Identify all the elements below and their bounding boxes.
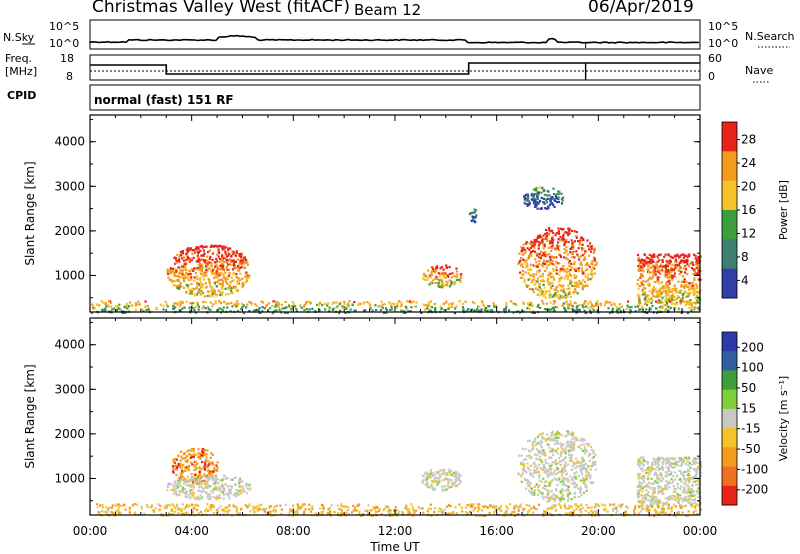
velocity-colorbar-tick-label-4: -15 [741,422,761,436]
velocity-colorbar-tick-label-3: 15 [741,401,756,415]
freq-left-tick-top: 18 [60,52,74,65]
station-title: Christmas Valley West (fitACF) [92,0,351,17]
velocity-region-4 [636,456,703,508]
velocity-colorbar-label: Velocity [m s⁻¹] [777,376,790,461]
velocity-colorbar-segment-5 [722,428,737,448]
power-region-4 [523,186,565,210]
velocity-y-axis-label: Slant Range [km] [23,364,37,468]
power-colorbar-segment-3 [722,166,737,182]
x-tick-label-0: 00:00 [73,524,108,538]
power-y-axis-label: Slant Range [km] [23,161,37,265]
power-y-tick-label-1: 2000 [54,224,85,238]
freq-trace [90,62,700,75]
velocity-colorbar-segment-1 [722,351,737,371]
power-region-5 [636,253,702,305]
velocity-region-3 [517,430,597,503]
x-tick-label-2: 08:00 [276,524,311,538]
velocity-y-tick-label-1: 2000 [54,427,85,441]
velocity-y-tick-label-0: 1000 [54,471,85,485]
velocity-colorbar-segment-8 [722,485,737,506]
power-colorbar-tick-label-5: 8 [741,250,749,264]
freq-panel-frame [89,54,701,81]
velocity-colorbar-segment-6 [722,447,737,468]
velocity-colorbar-segment-0 [722,332,737,352]
freq-right-tick-top: 60 [708,52,722,65]
cpid-panel-frame [89,84,701,111]
velocity-colorbar-segment-7 [722,466,737,487]
velocity-scatter-data [95,430,703,518]
velocity-colorbar-tick-label-2: 50 [741,381,756,395]
freq-label-line2: [MHz] [5,65,38,78]
power-region-3 [517,227,598,300]
nave-label: Nave [745,64,774,77]
power-colorbar-segment-4 [722,180,737,196]
x-tick-label-1: 04:00 [174,524,209,538]
cpid-label: CPID [7,89,37,102]
power-colorbar-segment-7 [722,224,737,240]
freq-left-tick-bottom: 8 [66,70,73,83]
velocity-colorbar-frame [721,331,738,506]
power-colorbar-tick-label-3: 16 [741,203,756,217]
velocity-colorbar-segment-4 [722,408,737,429]
power-colorbar-segment-0 [722,122,737,138]
power-colorbar-tick-label-1: 24 [741,156,756,170]
beam-label: Beam 12 [354,1,422,19]
power-scatter-data [90,186,702,315]
power-colorbar-tick-label-2: 20 [741,180,756,194]
velocity-y-tick-label-2: 3000 [54,382,85,396]
velocity-colorbar-segment-3 [722,389,737,410]
power-colorbar-segment-8 [722,239,737,255]
freq-right-tick-bottom: 0 [708,70,715,83]
x-tick-label-4: 16:00 [479,524,514,538]
power-colorbar-label: Power [dB] [777,180,790,240]
power-colorbar-segment-5 [722,195,737,211]
velocity-colorbar-tick-label-5: -50 [741,442,761,456]
noise-sky-label: N.Sky [3,31,35,44]
velocity-region-0 [171,447,219,485]
power-colorbar-segment-11 [722,283,737,299]
velocity-region-5 [95,503,703,518]
velocity-region-1 [166,474,252,501]
noise-sky-trace [89,34,699,44]
cpid-program: normal (fast) 151 RF [94,93,234,107]
power-colorbar-tick-label-6: 4 [741,273,749,287]
velocity-colorbar-tick-label-0: 200 [741,340,764,354]
power-colorbar-segment-10 [722,268,737,284]
velocity-region-2 [421,468,462,492]
power-y-tick-label-2: 3000 [54,179,85,193]
power-region-1 [422,264,463,289]
power-colorbar-tick-label-4: 12 [741,226,756,240]
power-colorbar-segment-9 [722,254,737,270]
power-colorbar-tick-label-0: 28 [741,133,756,147]
noise-right-tick-top: 10^5 [708,20,739,33]
x-tick-label-6: 00:00 [683,524,718,538]
velocity-y-tick-label-3: 4000 [54,338,85,352]
velocity-colorbar-segment-2 [722,370,737,391]
x-tick-label-5: 20:00 [581,524,616,538]
power-colorbar-segment-1 [722,136,737,152]
x-axis-label: Time UT [369,540,420,554]
noise-left-tick-top: 10^5 [49,20,80,33]
velocity-colorbar-tick-label-6: -100 [741,462,768,476]
velocity-colorbar-tick-label-1: 100 [741,361,764,375]
power-region-2 [468,208,478,224]
noise-right-tick-bottom: 10^0 [708,37,739,50]
noise-panel-frame [89,19,701,50]
velocity-colorbar-tick-label-7: -200 [741,483,768,497]
noise-left-tick-bottom: 10^0 [49,37,80,50]
x-tick-label-3: 12:00 [378,524,413,538]
power-y-tick-label-3: 4000 [54,135,85,149]
power-y-tick-label-0: 1000 [54,268,85,282]
freq-label-line1: Freq. [5,52,33,65]
noise-search-label: N.Search [745,30,795,43]
power-region-0 [166,244,251,298]
power-colorbar-segment-2 [722,151,737,167]
power-colorbar-segment-6 [722,210,737,226]
date-label: 06/Apr/2019 [588,0,694,17]
